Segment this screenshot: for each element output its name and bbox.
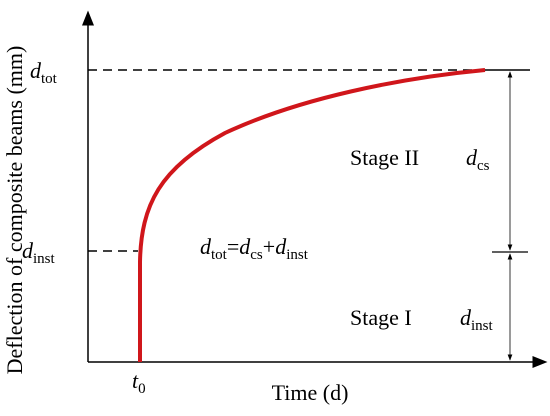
region-symbol: dinst	[460, 305, 494, 334]
y-mid-label: dinst	[22, 238, 56, 267]
x-axis-label: Time (d)	[272, 380, 349, 405]
region-label: Stage II	[350, 145, 419, 170]
region-symbol: dcs	[466, 145, 490, 174]
y-axis-label: Deflection of composite beams (mm)	[2, 46, 27, 375]
x-origin-label: t0	[132, 368, 146, 397]
y-top-label: dtot	[30, 58, 58, 87]
deflection-curve	[138, 68, 486, 362]
region-label: Stage I	[350, 305, 412, 330]
equation: dtot=dcs+dinst	[200, 234, 309, 263]
